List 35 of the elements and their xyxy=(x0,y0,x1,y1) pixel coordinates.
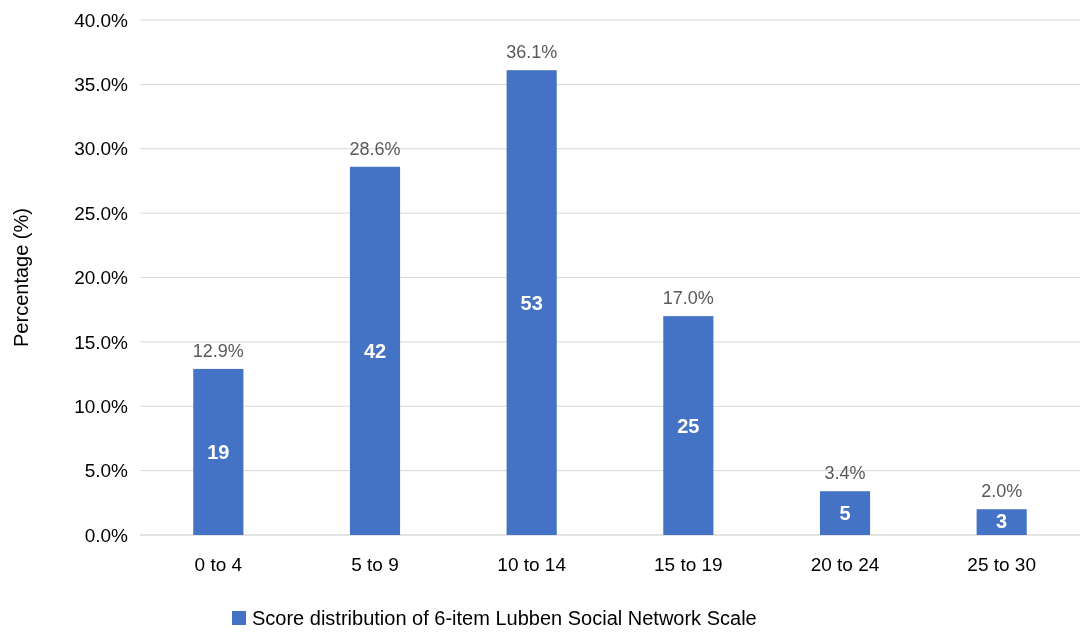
y-tick-label: 35.0% xyxy=(74,74,129,96)
x-tick-label: 20 to 24 xyxy=(810,554,880,575)
data-label: 17.0% xyxy=(662,288,714,309)
y-tick-label: 40.0% xyxy=(74,9,129,31)
data-label: 36.1% xyxy=(506,42,558,63)
annotation: 25 xyxy=(677,414,700,437)
bar xyxy=(819,491,871,535)
y-tick-label: 25.0% xyxy=(74,202,129,224)
bar xyxy=(506,70,557,535)
data-label: 2.0% xyxy=(981,481,1023,502)
x-tick-label: 15 to 19 xyxy=(654,554,723,575)
bar xyxy=(193,368,244,535)
y-tick-label: 0.0% xyxy=(84,524,129,546)
x-tick-label: 10 to 14 xyxy=(497,554,567,575)
bar xyxy=(663,316,714,535)
y-tick-label: 10.0% xyxy=(74,395,129,417)
x-tick-label: 0 to 4 xyxy=(194,554,243,575)
y-tick-label: 30.0% xyxy=(74,138,129,160)
y-axis-title: Percentage (%) xyxy=(10,208,32,347)
annotation: 19 xyxy=(207,440,230,463)
y-tick-label: 20.0% xyxy=(74,267,129,289)
annotation: 5 xyxy=(839,502,851,525)
bar xyxy=(349,166,401,535)
y-tick-label: 15.0% xyxy=(74,331,129,353)
annotation: 3 xyxy=(996,510,1008,532)
data-label: 28.6% xyxy=(349,138,401,159)
legend-label: Score distribution of 6-item Lubben Social Network Scale xyxy=(252,607,757,629)
x-tick-label: 5 to 9 xyxy=(351,554,399,575)
data-label: 12.9% xyxy=(192,340,244,361)
annotation: 42 xyxy=(363,339,387,362)
annotation: 53 xyxy=(520,291,543,314)
bar xyxy=(976,509,1027,535)
x-tick-label: 25 to 30 xyxy=(967,554,1036,575)
y-tick-label: 5.0% xyxy=(84,460,129,482)
data-label: 3.4% xyxy=(824,463,866,484)
